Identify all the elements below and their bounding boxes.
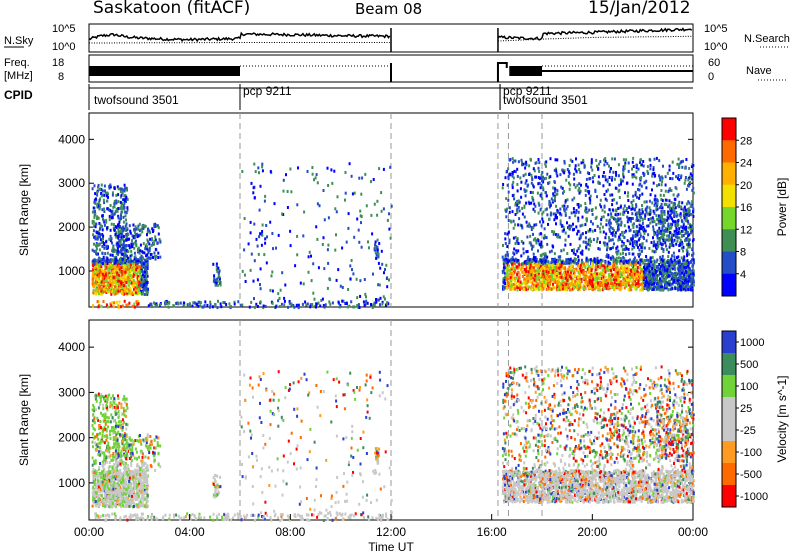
- velocity-cb-label-5: -100: [740, 447, 762, 459]
- velocity-cb-label-6: -500: [740, 469, 762, 481]
- freq-label-2: [MHz]: [4, 70, 33, 82]
- velocity-ytick-label-2: 3000: [58, 385, 85, 399]
- velocity-cb-label-0: 1000: [740, 337, 764, 349]
- power-colorbar-cell-2: [722, 162, 736, 186]
- power-ytick-label-2: 3000: [58, 176, 85, 190]
- noise-left-label: N.Sky: [4, 35, 34, 47]
- power-ytick-label-0: 1000: [58, 264, 85, 278]
- noise-tick-bottom: 10^0: [52, 41, 76, 53]
- power-cb-label-0: 28: [740, 135, 752, 147]
- power-cb-label-4: 12: [740, 224, 752, 236]
- nave-label: Nave: [746, 65, 772, 77]
- velocity-cb-label-7: -1000: [740, 491, 768, 503]
- frequency-panel: Freq.[MHz] 18 8 Nave 60 0: [4, 54, 788, 83]
- velocity-colorbar-cell-7: [722, 485, 736, 508]
- freq-tick-bottom: 8: [58, 71, 64, 83]
- velocity-ytick-label-3: 4000: [58, 340, 85, 354]
- velocity-colorbar-cell-2: [722, 375, 736, 398]
- noise-panel: N.Sky 10^5 10^0 N.Search 10^5 10^0: [4, 23, 790, 53]
- cpid-segment-3: twofsound 3501: [503, 93, 588, 107]
- power-colorbar-cell-0: [722, 118, 736, 141]
- nave-tick-top: 60: [708, 57, 720, 69]
- x-tick-label-6: 00:00: [678, 525, 708, 539]
- velocity-colorbar-cell-1: [722, 353, 736, 376]
- noise-right-tick-bottom: 10^0: [704, 41, 728, 53]
- power-colorbar-cell-4: [722, 207, 736, 230]
- x-tick-label-5: 20:00: [577, 525, 607, 539]
- power-colorbar-cell-5: [722, 229, 736, 252]
- power-cb-label-1: 24: [740, 158, 752, 170]
- velocity-panel: 1000 2000 3000 4000 Slant Range [km] 1000 500 1…: [17, 319, 789, 522]
- x-axis-label: Time UT: [368, 540, 414, 554]
- velocity-colorbar-cell-0: [722, 331, 736, 354]
- velocity-echoes: [91, 365, 695, 522]
- noise-series-0: [88, 27, 693, 43]
- velocity-cb-label-2: 100: [740, 381, 758, 393]
- beam-title: Beam 08: [355, 0, 423, 18]
- cpid-segment-2: pcp 9211: [503, 84, 552, 98]
- x-tick-label-1: 04:00: [175, 525, 205, 539]
- velocity-colorbar-cell-3: [722, 397, 736, 420]
- power-ylabel: Slant Range [km]: [17, 164, 31, 256]
- velocity-ytick-label-0: 1000: [58, 476, 85, 490]
- x-tick-label-2: 08:00: [275, 525, 305, 539]
- velocity-ylabel: Slant Range [km]: [17, 374, 31, 466]
- freq-step: [496, 62, 508, 82]
- velocity-colorbar-frame: [721, 330, 737, 508]
- power-panel: 1000 2000 3000 4000 Slant Range [km] 28 24 20 16…: [17, 112, 789, 310]
- power-ytick-label-3: 4000: [58, 132, 85, 146]
- noise-right-tick-top: 10^5: [704, 23, 728, 35]
- cpid-segment-0: twofsound 3501: [94, 93, 179, 107]
- time-axis: 00:00 04:00 08:00 12:00 16:00 20:00 00:00 Time …: [74, 514, 708, 554]
- cpid-label: CPID: [4, 88, 33, 102]
- station-title: Saskatoon (fitACF): [93, 0, 251, 18]
- freq-tick-top: 18: [52, 57, 64, 69]
- velocity-ytick-label-1: 2000: [58, 431, 85, 445]
- power-cb-label-6: 4: [740, 269, 746, 281]
- freq-label-1: Freq.: [4, 57, 30, 69]
- power-colorbar-cell-1: [722, 140, 736, 163]
- velocity-colorbar-cell-4: [722, 419, 736, 442]
- velocity-cb-label-3: 25: [740, 403, 752, 415]
- velocity-cb-label-1: 500: [740, 359, 758, 371]
- freq-band-2: [509, 66, 542, 76]
- velocity-cb-label-4: -25: [740, 425, 756, 437]
- x-tick-label-0: 00:00: [74, 525, 104, 539]
- nave-tick-bottom: 0: [708, 71, 714, 83]
- x-tick-label-4: 16:00: [477, 525, 507, 539]
- cpid-segment-1: pcp 9211: [243, 84, 292, 98]
- noise-series-1: [89, 35, 692, 44]
- power-cb-label-3: 16: [740, 202, 752, 214]
- power-cb-label-5: 8: [740, 247, 746, 259]
- power-ytick-label-1: 2000: [58, 220, 85, 234]
- power-echoes: [91, 156, 695, 310]
- power-cb-title: Power [dB]: [775, 178, 789, 237]
- velocity-cb-title: Velocity [m s^-1]: [775, 376, 789, 463]
- power-cb-label-2: 20: [740, 180, 752, 192]
- power-colorbar-cell-3: [722, 184, 736, 208]
- date-title: 15/Jan/2012: [588, 0, 691, 18]
- noise-right-label: N.Search: [744, 33, 790, 45]
- noise-tick-top: 10^5: [52, 23, 76, 35]
- velocity-colorbar-cell-5: [722, 441, 736, 464]
- velocity-colorbar-cell-6: [722, 463, 736, 486]
- power-colorbar-cell-7: [722, 273, 736, 297]
- freq-band-1: [89, 66, 240, 76]
- x-tick-label-3: 12:00: [376, 525, 406, 539]
- power-colorbar-cell-6: [722, 251, 736, 275]
